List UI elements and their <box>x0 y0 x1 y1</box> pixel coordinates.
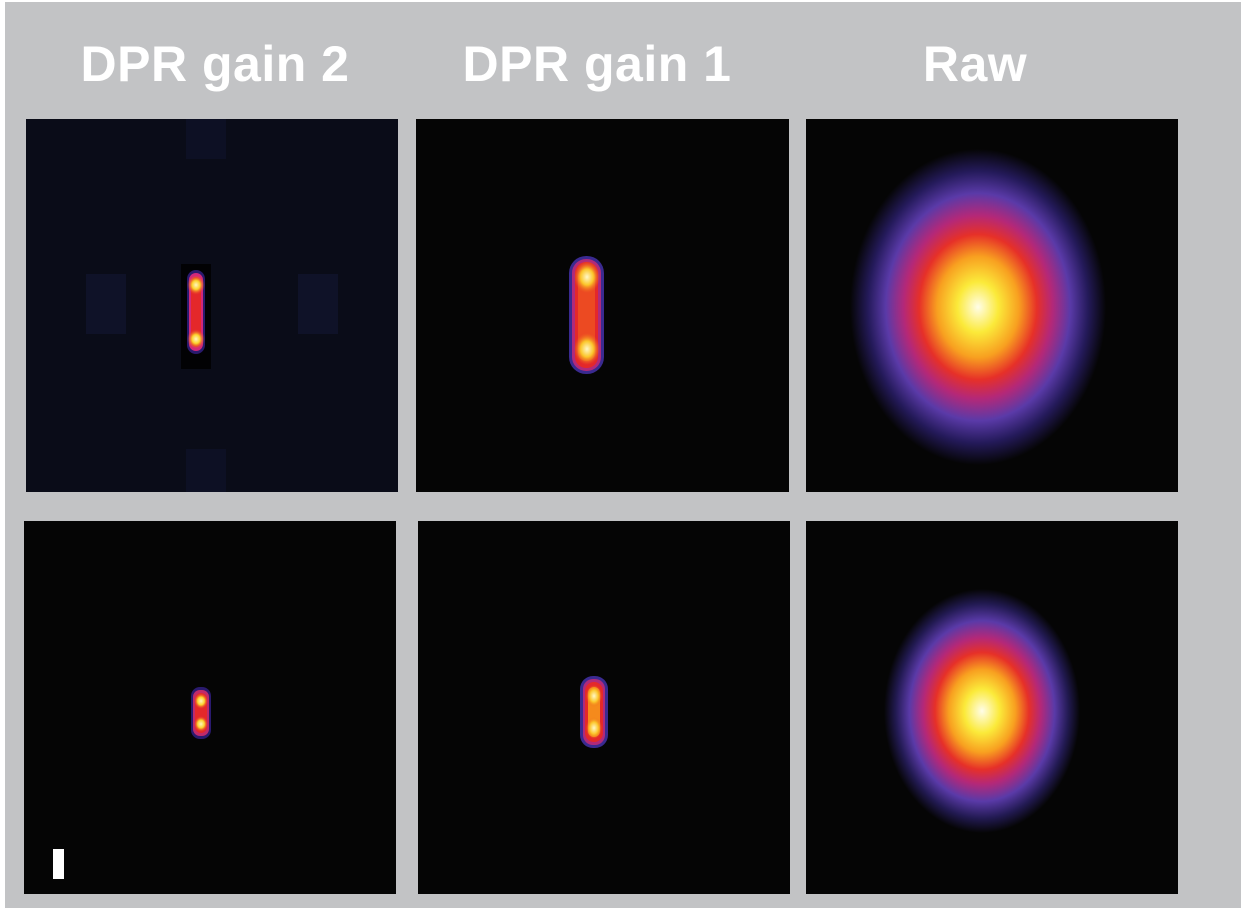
figure-panel: DPR gain 2 DPR gain 1 Raw <box>5 2 1241 908</box>
column-title-dpr-gain-1: DPR gain 1 <box>462 36 732 92</box>
psf-image-raw-row2 <box>884 589 1080 833</box>
image-dpr-gain-2-row1 <box>26 119 398 492</box>
image-raw-row2 <box>806 521 1178 894</box>
image-dpr-gain-1-row1 <box>416 119 789 492</box>
column-title-raw: Raw <box>922 36 1028 92</box>
image-dpr-gain-1-row2 <box>418 521 790 894</box>
psf-image-dpr-gain-1-row2 <box>580 676 608 748</box>
psf-image-dpr-gain-2-row2 <box>191 687 211 739</box>
image-dpr-gain-2-row2 <box>24 521 396 894</box>
scale-bar <box>53 849 64 879</box>
psf-image-dpr-gain-1-row1 <box>569 256 604 374</box>
psf-image-raw-row1 <box>850 149 1106 465</box>
image-raw-row1 <box>806 119 1178 492</box>
psf-image-dpr-gain-2-row1 <box>86 119 338 492</box>
column-title-dpr-gain-2: DPR gain 2 <box>80 36 350 92</box>
